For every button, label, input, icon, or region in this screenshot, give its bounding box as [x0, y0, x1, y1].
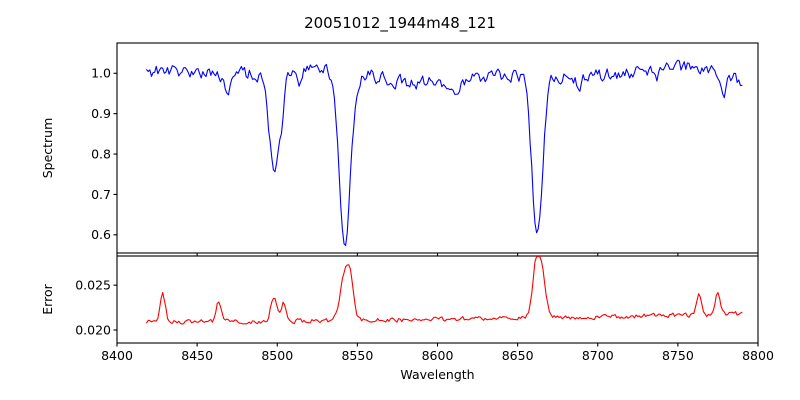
xtick-label: 8650: [502, 348, 534, 363]
spectrum-ytick-label: 0.6: [91, 227, 111, 242]
spectrum-ytick-label: 0.9: [91, 106, 111, 121]
error-ytick-label: 0.020: [75, 322, 111, 337]
xtick-label: 8600: [422, 348, 454, 363]
error-ytick-label: 0.025: [75, 278, 111, 293]
xtick-label: 8500: [261, 348, 293, 363]
spectrum-panel-frame: [116, 42, 759, 254]
spectrum-series-line: [146, 59, 743, 246]
error-series-line: [146, 256, 743, 325]
error-axis-label: Error: [40, 283, 55, 314]
xtick-label: 8800: [742, 348, 774, 363]
xtick-label: 8400: [101, 348, 133, 363]
spectrum-axis-label: Spectrum: [40, 118, 55, 179]
xtick-label: 8700: [582, 348, 614, 363]
x-axis-label: Wavelength: [400, 367, 474, 382]
spectrum-ytick-label: 1.0: [91, 66, 111, 81]
page-title: 20051012_1944m48_121: [304, 14, 496, 32]
error-panel-frame: [116, 255, 759, 344]
xtick-label: 8750: [662, 348, 694, 363]
spectrum-ytick-label: 0.8: [91, 146, 111, 161]
spectrum-ytick-label: 0.7: [91, 187, 111, 202]
xtick-label: 8550: [341, 348, 373, 363]
xtick-label: 8450: [181, 348, 213, 363]
